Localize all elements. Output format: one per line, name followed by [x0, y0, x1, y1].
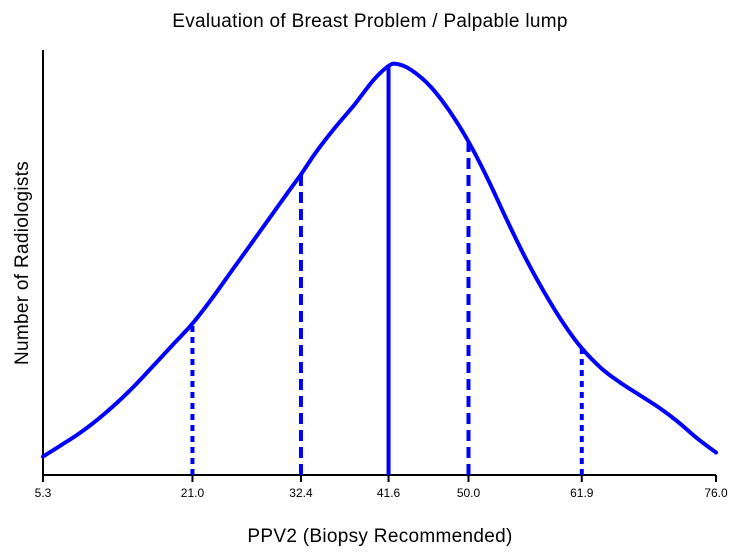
x-tick-label: 61.9	[570, 486, 594, 500]
x-tick-label: 76.0	[704, 486, 728, 500]
series-line	[41, 61, 718, 459]
x-ticks: 5.3 21.0 32.4 41.6 50.0 61.9 76.0	[35, 475, 728, 500]
x-tick-label: 41.6	[377, 486, 401, 500]
x-tick-label: 5.3	[35, 486, 52, 500]
x-axis-label: PPV2 (Biopsy Recommended)	[247, 526, 512, 547]
x-tick-label: 21.0	[181, 486, 205, 500]
vertical-lines	[190, 66, 584, 475]
plot-area: 5.3 21.0 32.4 41.6 50.0 61.9 76.0	[35, 50, 728, 500]
y-axis-label: Number of Radiologists	[12, 161, 33, 365]
chart-title: Evaluation of Breast Problem / Palpable …	[172, 11, 568, 32]
x-tick-label: 50.0	[457, 486, 481, 500]
x-tick-label: 32.4	[289, 486, 313, 500]
